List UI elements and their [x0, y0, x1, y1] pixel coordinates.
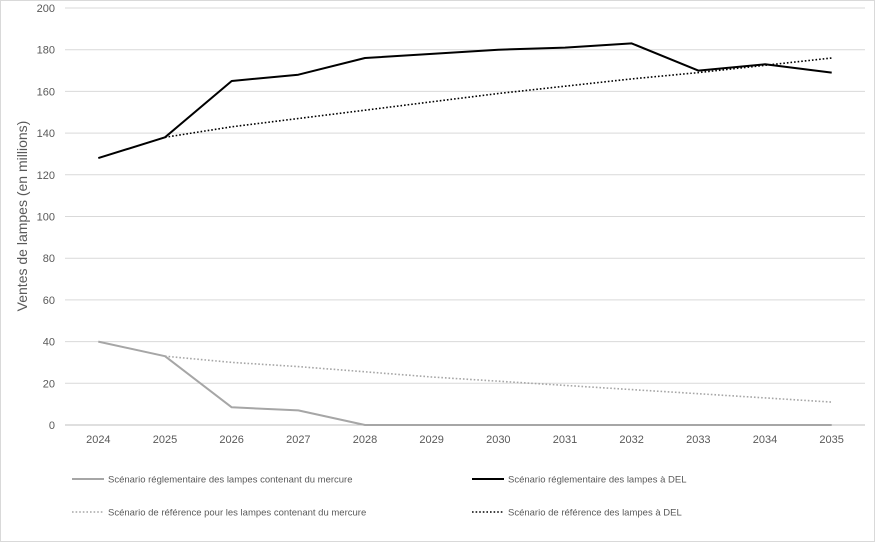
y-tick-label: 160 [37, 86, 55, 98]
y-tick-label: 60 [43, 295, 55, 307]
series-line-2 [98, 42, 832, 160]
y-tick-label: 140 [37, 128, 55, 140]
x-tick-label: 2031 [553, 434, 577, 446]
legend-label-1: Scénario réglementaire des lampes conten… [108, 475, 353, 486]
legend: Scénario réglementaire des lampes conten… [72, 475, 686, 519]
x-tick-label: 2029 [419, 434, 443, 446]
x-tick-label: 2027 [286, 434, 310, 446]
y-axis-label: Ventes de lampes (en millions) [14, 121, 30, 312]
x-tick-label: 2033 [686, 434, 710, 446]
x-axis-ticks: 2024 2025 2026 2027 2028 2029 2030 2031 2032 2033… [86, 434, 844, 446]
y-tick-label: 80 [43, 253, 55, 265]
x-tick-label: 2034 [753, 434, 777, 446]
y-tick-label: 40 [43, 337, 55, 349]
x-tick-label: 2032 [619, 434, 643, 446]
y-tick-label: 20 [43, 378, 55, 390]
legend-label-2: Scénario réglementaire des lampes à DEL [508, 475, 686, 486]
x-tick-label: 2024 [86, 434, 110, 446]
y-tick-label: 0 [49, 420, 55, 432]
y-tick-label: 180 [37, 45, 55, 57]
series-line-4 [164, 57, 832, 139]
x-tick-label: 2035 [819, 434, 843, 446]
x-tick-label: 2026 [219, 434, 243, 446]
y-tick-label: 200 [37, 3, 55, 15]
series-line-1 [98, 340, 832, 426]
y-tick-label: 120 [37, 170, 55, 182]
series-lines [98, 42, 832, 426]
x-tick-label: 2025 [153, 434, 177, 446]
x-tick-label: 2030 [486, 434, 510, 446]
x-tick-label: 2028 [353, 434, 377, 446]
legend-label-3: Scénario de référence pour les lampes co… [108, 508, 366, 519]
series-line-3 [164, 355, 832, 403]
y-axis-ticks: 0 20 40 60 80 100 120 140 160 180 200 [37, 3, 55, 432]
legend-label-4: Scénario de référence des lampes à DEL [508, 508, 682, 519]
y-tick-label: 100 [37, 212, 55, 224]
gridlines [65, 7, 865, 426]
